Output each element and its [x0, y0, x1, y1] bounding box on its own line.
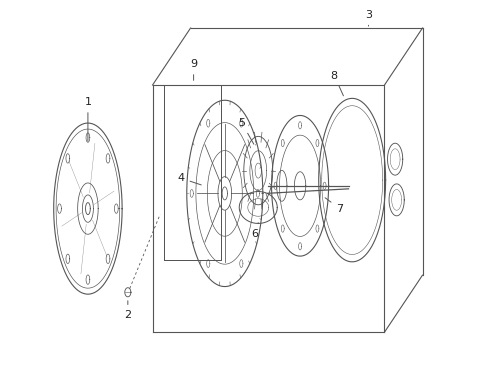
Text: 1: 1	[84, 97, 91, 141]
Text: 6: 6	[252, 223, 259, 239]
Text: 2: 2	[124, 301, 132, 320]
Text: 4: 4	[178, 173, 201, 185]
Text: 7: 7	[325, 198, 343, 214]
Text: 3: 3	[365, 10, 372, 26]
Text: 8: 8	[331, 70, 343, 96]
Text: 9: 9	[190, 59, 197, 80]
Text: 5: 5	[239, 118, 254, 144]
